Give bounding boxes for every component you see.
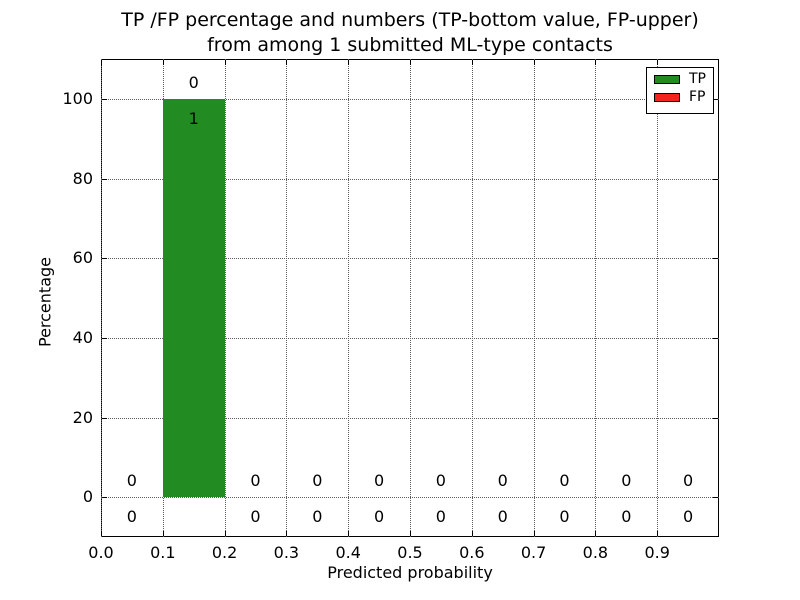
v-gridline [595, 59, 597, 537]
y-tick-label: 20 [72, 407, 93, 427]
v-gridline [410, 59, 411, 537]
tp-count-label: 1 [188, 108, 199, 128]
fp-count-label: 0 [559, 471, 570, 491]
x-tick-label: 0.3 [273, 543, 300, 562]
x-tick-mark [224, 531, 226, 536]
x-tick-mark-top [224, 60, 226, 65]
x-tick-mark [533, 531, 535, 536]
y-tick-mark-right [713, 98, 718, 100]
x-tick-mark [410, 531, 411, 536]
y-tick-mark [102, 497, 107, 499]
legend-row-tp: TP [654, 71, 713, 87]
y-tick-label: 40 [72, 327, 93, 347]
y-tick-mark-right [713, 178, 718, 180]
tp-count-label: 0 [497, 507, 508, 527]
tp-count-label: 0 [683, 507, 694, 527]
tp-count-label: 0 [250, 507, 261, 527]
v-gridline [286, 59, 288, 537]
fp-count-label: 0 [683, 471, 694, 491]
x-tick-label: 0.1 [150, 543, 176, 562]
y-tick-mark [102, 98, 107, 100]
y-tick-label: 100 [62, 88, 93, 108]
x-tick-mark [657, 531, 659, 536]
legend-swatch-fp [654, 93, 680, 102]
x-tick-label: 0.5 [397, 543, 423, 562]
x-tick-mark [595, 531, 597, 536]
x-tick-label: 0.0 [88, 543, 114, 562]
x-tick-mark-top [410, 60, 411, 65]
tp-bar [162, 98, 225, 498]
y-tick-mark [102, 258, 107, 260]
y-tick-label: 60 [72, 248, 93, 268]
v-gridline [224, 59, 226, 537]
legend-row-fp: FP [654, 89, 713, 105]
legend-label-fp: FP [689, 89, 706, 105]
y-tick-mark-right [713, 417, 718, 419]
fp-count-label: 0 [374, 471, 385, 491]
legend: TP FP [646, 67, 714, 114]
x-tick-mark [348, 531, 350, 536]
x-tick-label: 0.6 [459, 543, 485, 562]
fp-count-label: 0 [312, 471, 323, 491]
tp-count-label: 0 [126, 507, 137, 527]
tp-count-label: 0 [621, 507, 632, 527]
x-tick-mark [471, 531, 473, 536]
chart-title-line1: TP /FP percentage and numbers (TP-bottom… [121, 9, 699, 31]
y-tick-label: 0 [82, 487, 93, 507]
y-tick-mark-right [713, 497, 718, 499]
y-tick-mark-right [713, 258, 718, 260]
x-axis-label: Predicted probability [327, 563, 493, 582]
y-tick-mark [102, 178, 107, 180]
x-tick-mark [286, 531, 288, 536]
x-tick-label: 0.8 [582, 543, 609, 562]
legend-swatch-tp [654, 75, 680, 84]
chart-title: TP /FP percentage and numbers (TP-bottom… [101, 8, 719, 58]
x-tick-mark-top [595, 60, 597, 65]
v-gridline [101, 59, 102, 537]
v-gridline [471, 59, 473, 537]
x-tick-mark [162, 531, 164, 536]
tp-count-label: 0 [374, 507, 385, 527]
fp-count-label: 0 [497, 471, 508, 491]
x-tick-label: 0.2 [211, 543, 238, 562]
fp-count-label: 0 [188, 72, 199, 92]
tp-count-label: 0 [435, 507, 446, 527]
x-tick-mark-top [348, 60, 350, 65]
fp-count-label: 0 [126, 471, 137, 491]
tp-count-label: 0 [312, 507, 323, 527]
x-tick-mark-top [533, 60, 535, 65]
x-tick-label: 0.9 [644, 543, 670, 562]
chart-title-line2: from among 1 submitted ML-type contacts [207, 34, 613, 56]
x-tick-mark-top [162, 60, 164, 65]
x-tick-label: 0.7 [520, 543, 547, 562]
fp-count-label: 0 [435, 471, 446, 491]
legend-label-tp: TP [689, 71, 706, 87]
y-tick-label: 80 [72, 168, 93, 188]
fp-count-label: 0 [621, 471, 632, 491]
x-tick-mark-top [471, 60, 473, 65]
x-tick-mark-top [101, 60, 102, 65]
x-tick-label: 0.4 [335, 543, 361, 562]
y-tick-mark [102, 337, 107, 339]
v-gridline [657, 59, 659, 537]
v-gridline [348, 59, 350, 537]
y-tick-mark [102, 417, 107, 419]
tp-count-label: 0 [559, 507, 570, 527]
v-gridline [533, 59, 535, 537]
x-tick-mark-top [286, 60, 288, 65]
y-tick-mark-right [713, 337, 718, 339]
x-tick-mark-top [657, 60, 659, 65]
fp-count-label: 0 [250, 471, 261, 491]
x-tick-mark [101, 531, 102, 536]
